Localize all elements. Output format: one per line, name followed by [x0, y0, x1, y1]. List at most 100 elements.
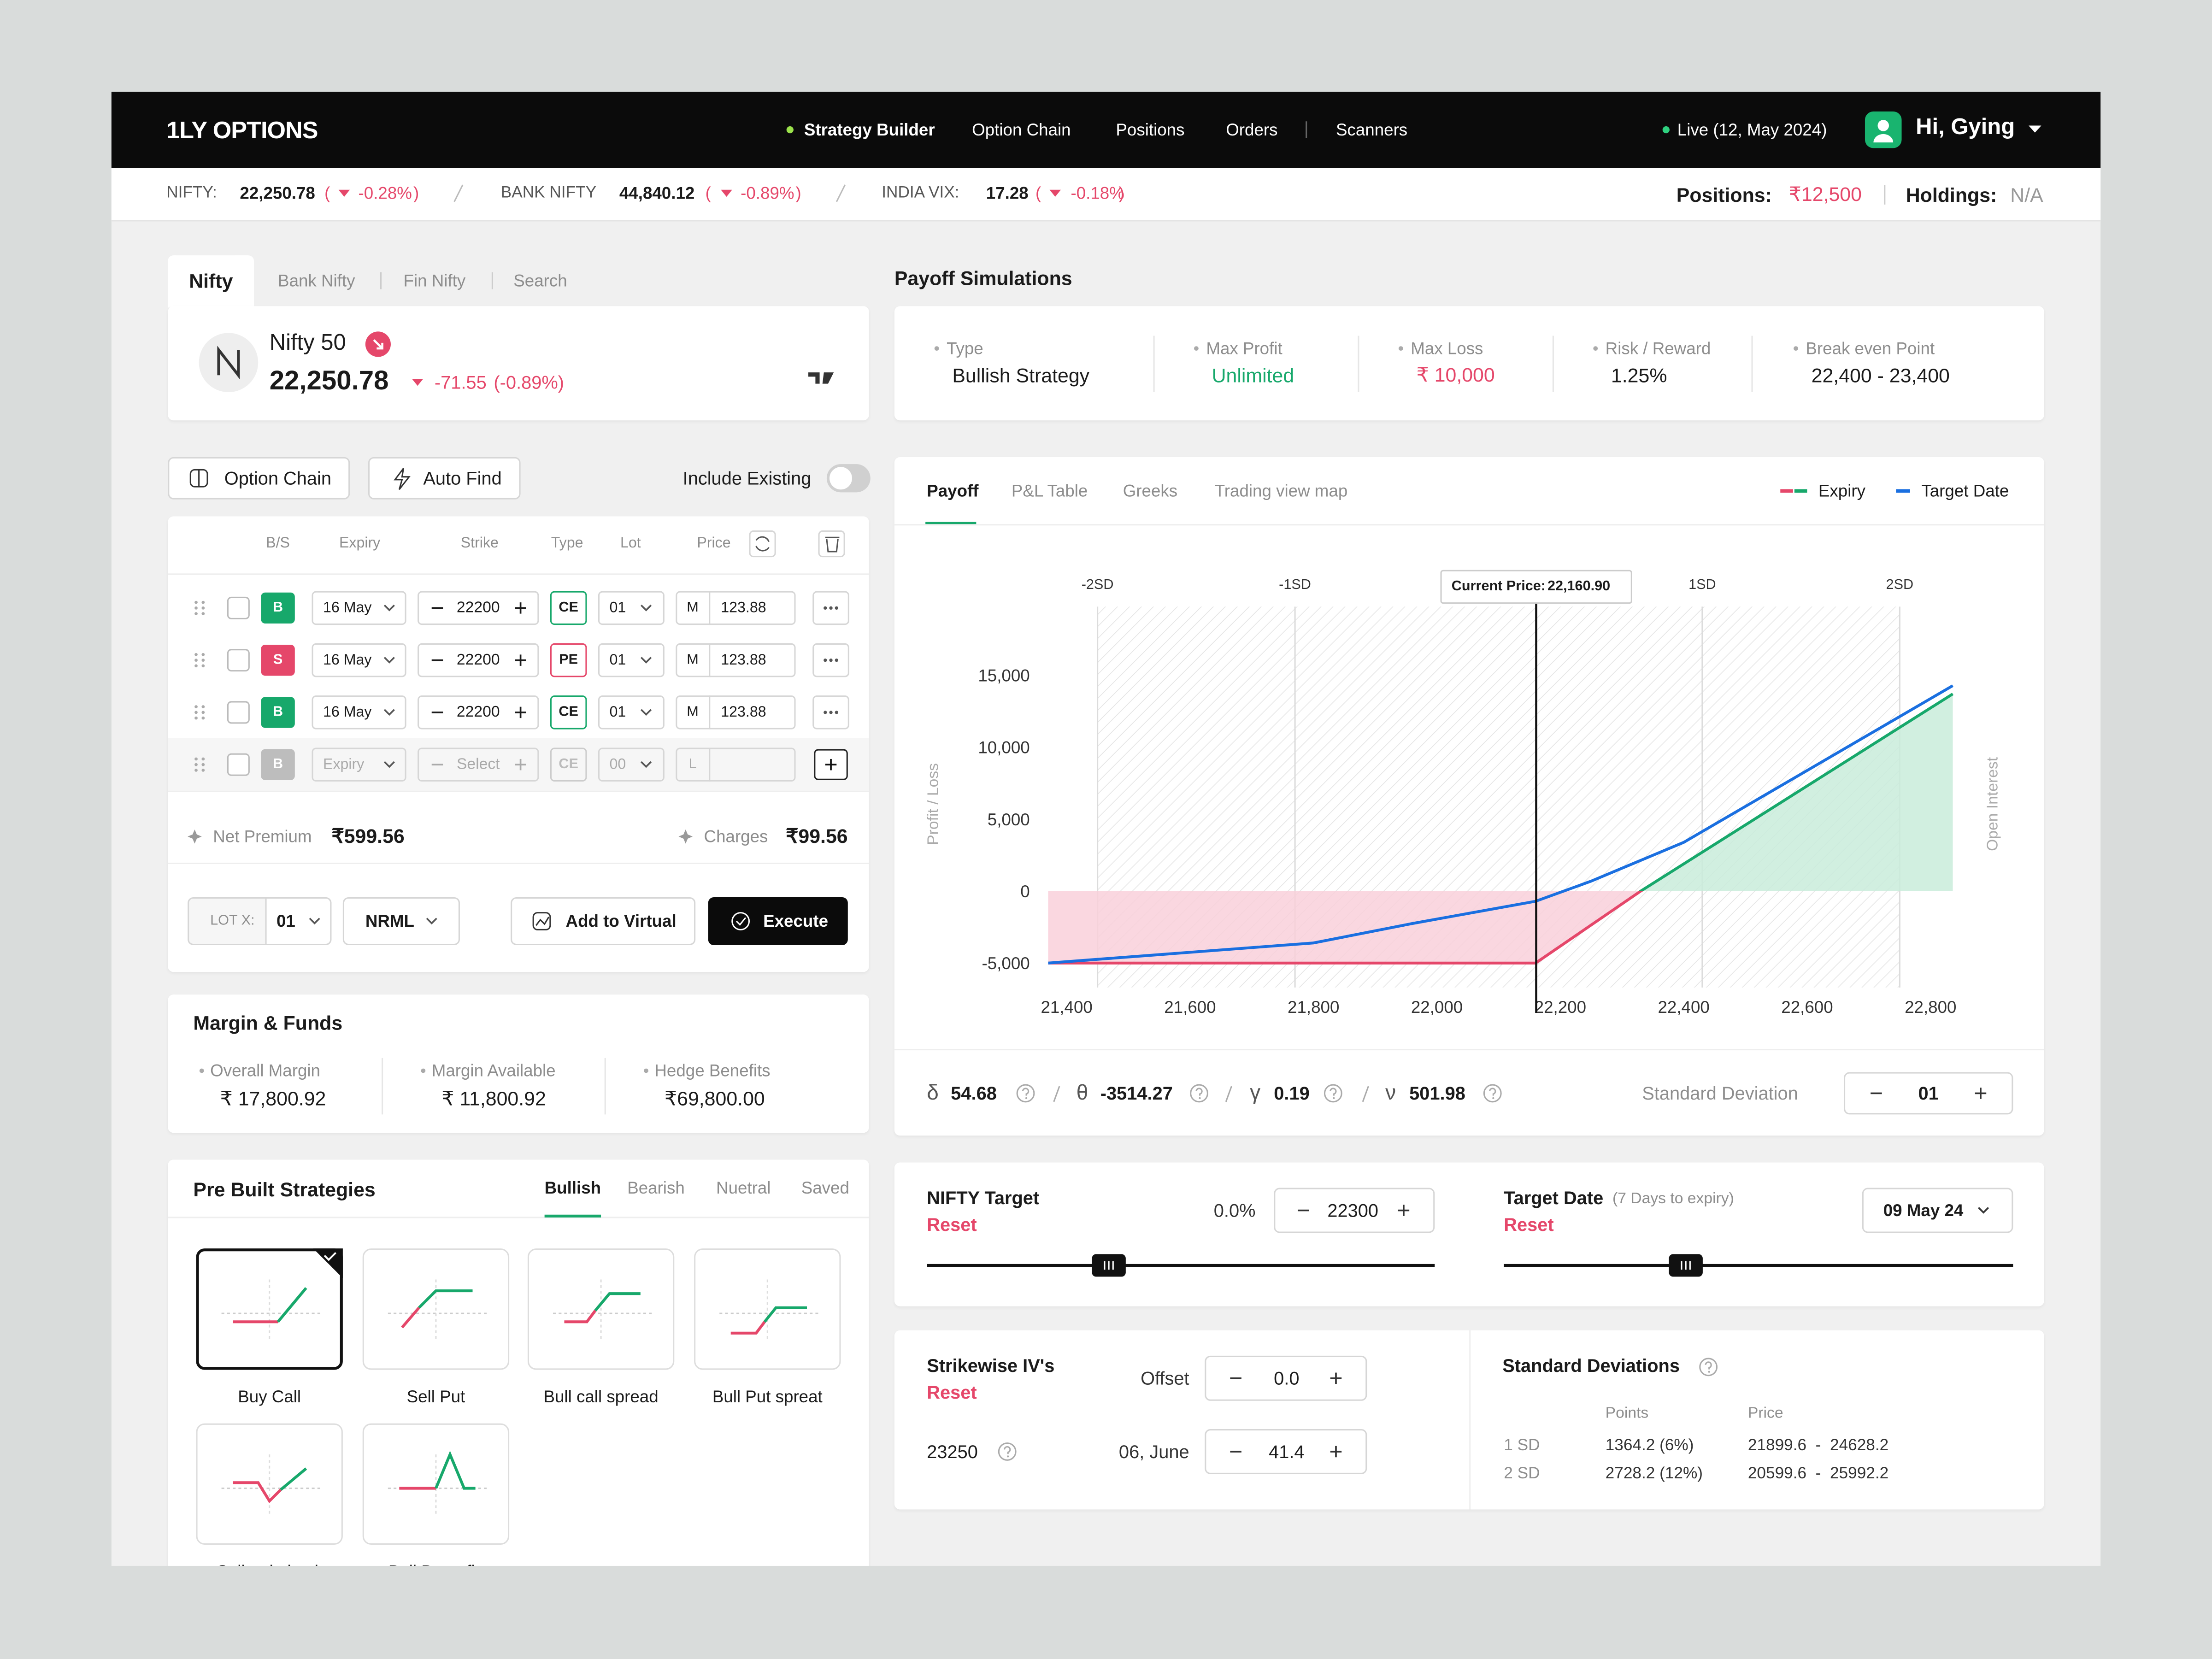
- execute-button[interactable]: [708, 897, 848, 946]
- strategy-name[interactable]: Buy Call: [238, 1387, 301, 1407]
- price-input[interactable]: [676, 643, 796, 677]
- more-button[interactable]: [812, 591, 849, 625]
- refresh-button[interactable]: [749, 530, 776, 558]
- nav-link[interactable]: Strategy Builder: [804, 120, 935, 140]
- index-tab[interactable]: Fin Nifty: [403, 271, 466, 291]
- summary-label: Type: [947, 338, 983, 359]
- index-tab[interactable]: Nifty: [189, 269, 233, 292]
- chart-tab[interactable]: Payoff: [927, 481, 979, 501]
- lot: 00: [609, 756, 626, 773]
- offset-label: Offset: [1141, 1367, 1189, 1389]
- type: CE: [559, 705, 578, 720]
- checkbox[interactable]: [227, 596, 250, 619]
- price-input[interactable]: [676, 747, 796, 782]
- side-badge[interactable]: [261, 644, 295, 676]
- std-dev-stepper[interactable]: [1844, 1072, 2013, 1115]
- strategy-thumbnail[interactable]: [362, 1248, 510, 1370]
- strategy-thumbnail[interactable]: [196, 1423, 343, 1545]
- nav-link[interactable]: Positions: [1116, 120, 1185, 140]
- more-button[interactable]: [812, 643, 849, 677]
- iv-stepper[interactable]: [1205, 1429, 1367, 1474]
- margin-label: Overall Margin: [210, 1061, 320, 1081]
- button-label[interactable]: Auto Find: [423, 467, 502, 489]
- chart-tab[interactable]: Trading view map: [1214, 481, 1348, 501]
- sd-table-cell: 2728.2 (12%): [1605, 1465, 1703, 1483]
- strategy-tab[interactable]: Nuetral: [716, 1178, 771, 1198]
- expiry-select[interactable]: [312, 591, 406, 625]
- reset-link[interactable]: Reset: [927, 1214, 977, 1235]
- toggle[interactable]: [826, 464, 871, 493]
- side-badge[interactable]: [261, 749, 295, 780]
- ticker-value: 44,840.12: [619, 183, 695, 203]
- strategy-thumbnail[interactable]: [196, 1248, 343, 1370]
- strategy-tab[interactable]: Saved: [801, 1178, 849, 1198]
- side-badge[interactable]: [261, 697, 295, 728]
- strategy-thumbnail[interactable]: [362, 1423, 510, 1545]
- offset-stepper[interactable]: [1205, 1355, 1367, 1401]
- button-label[interactable]: Add to Virtual: [565, 911, 677, 931]
- delete-button[interactable]: [818, 530, 845, 558]
- side-badge[interactable]: [261, 592, 295, 624]
- strategy-name[interactable]: Sell Put: [406, 1387, 465, 1407]
- lot-select[interactable]: [598, 591, 665, 625]
- side-label: S: [273, 652, 283, 668]
- index-name: Nifty 50: [269, 331, 346, 356]
- expiry: 16 May: [323, 704, 372, 721]
- chart-tab[interactable]: Greeks: [1123, 481, 1178, 501]
- chart-card: [894, 457, 2044, 1136]
- more-button[interactable]: [812, 695, 849, 729]
- strategy-thumbnail[interactable]: [694, 1248, 841, 1370]
- section-title: Payoff Simulations: [894, 266, 1072, 289]
- button-label[interactable]: Execute: [763, 911, 829, 931]
- index-tab[interactable]: Search: [513, 271, 567, 291]
- checkbox[interactable]: [227, 701, 250, 724]
- type-badge[interactable]: [550, 747, 587, 782]
- strategy-tab[interactable]: Bearish: [627, 1178, 685, 1198]
- checkbox[interactable]: [227, 753, 250, 776]
- checkbox[interactable]: [227, 649, 250, 672]
- strategy-thumbnail[interactable]: [527, 1248, 675, 1370]
- index-tab[interactable]: Bank Nifty: [278, 271, 355, 291]
- strategy-name[interactable]: Bull Put spreat: [712, 1387, 823, 1407]
- type-badge[interactable]: [550, 643, 587, 677]
- user-name[interactable]: Hi, Gying: [1916, 116, 2015, 140]
- chart-tab[interactable]: P&L Table: [1011, 481, 1088, 501]
- greek-symbol: ν: [1385, 1081, 1396, 1106]
- lot-select[interactable]: [598, 643, 665, 677]
- summary-value: 1.25%: [1611, 364, 1667, 387]
- reset-link[interactable]: Reset: [927, 1382, 977, 1403]
- greek-value: 0.19: [1274, 1082, 1310, 1104]
- summary-label: Max Loss: [1411, 338, 1483, 359]
- lot-select[interactable]: [598, 747, 665, 782]
- reset-link[interactable]: Reset: [1504, 1214, 1554, 1235]
- date-select[interactable]: [1862, 1188, 2013, 1233]
- charges-label: Charges: [704, 826, 768, 847]
- nav-link[interactable]: Option Chain: [972, 120, 1071, 140]
- lot-select[interactable]: [598, 695, 665, 729]
- strategy-tab[interactable]: Bullish: [544, 1178, 601, 1198]
- button-label[interactable]: Option Chain: [224, 467, 332, 489]
- strike: 22200: [456, 704, 500, 721]
- type-badge[interactable]: [550, 591, 587, 625]
- x-tick-label: 22,200: [1534, 997, 1587, 1018]
- nav-link[interactable]: Orders: [1226, 120, 1278, 140]
- product-select[interactable]: [342, 897, 460, 946]
- target-label: NIFTY Target: [927, 1187, 1040, 1208]
- type-badge[interactable]: [550, 695, 587, 729]
- strategy-name[interactable]: Bull call spread: [543, 1387, 659, 1407]
- avatar[interactable]: [1865, 111, 1902, 148]
- target-date: 09 May 24: [1883, 1200, 1964, 1220]
- index-change: -71.55: [434, 371, 487, 393]
- add-leg-button[interactable]: [814, 749, 848, 780]
- margin-label: Margin Available: [431, 1061, 556, 1081]
- target-stepper[interactable]: [1274, 1188, 1435, 1233]
- sd-table-header: Price: [1747, 1405, 1783, 1422]
- bracket: (: [705, 183, 711, 203]
- holdings-value: N/A: [2010, 183, 2043, 206]
- nav-link[interactable]: Scanners: [1335, 120, 1408, 140]
- sd-table-cell: 1 SD: [1504, 1437, 1540, 1455]
- price-input[interactable]: [676, 695, 796, 729]
- sd-table-cell: 1364.2 (6%): [1605, 1437, 1694, 1455]
- side-label: B: [272, 757, 283, 773]
- price-input[interactable]: [676, 591, 796, 625]
